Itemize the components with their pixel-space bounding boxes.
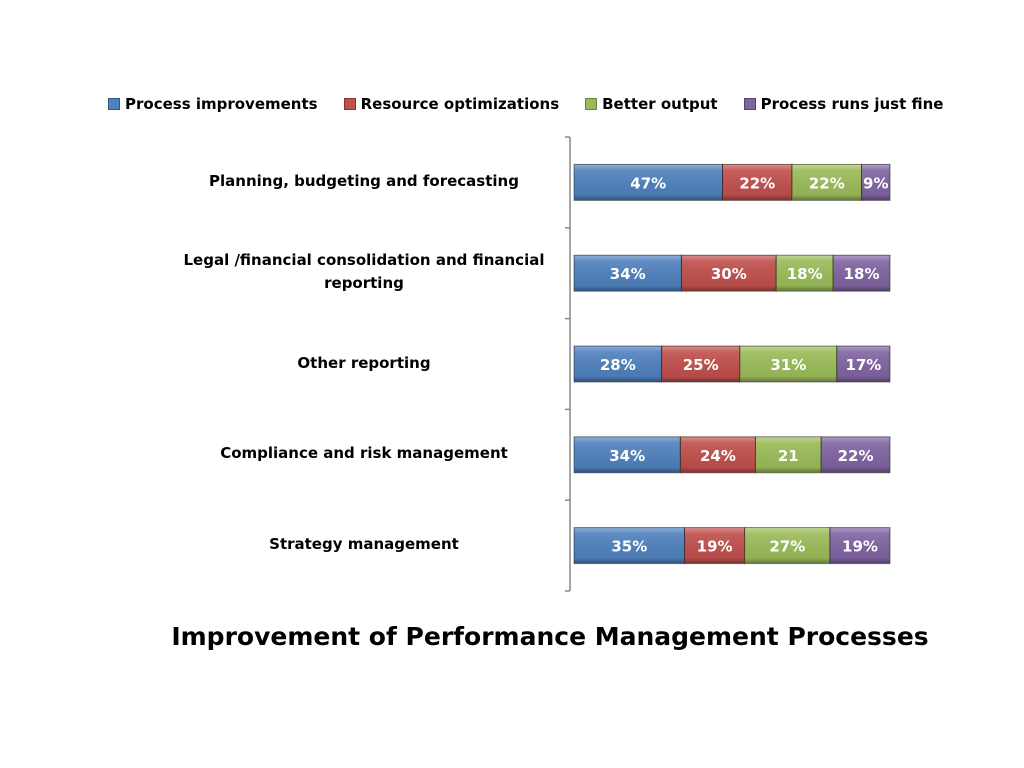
bar-segment-bevel <box>830 528 890 564</box>
data-label: 21 <box>778 447 799 465</box>
category-label: Other reporting <box>297 353 431 372</box>
data-label: 19% <box>697 538 733 556</box>
data-label: 27% <box>769 538 805 556</box>
bar-segment-bevel <box>740 346 837 382</box>
data-label: 24% <box>700 447 736 465</box>
data-label: 18% <box>844 265 880 283</box>
data-label: 30% <box>711 265 747 283</box>
legend-label: Process improvements <box>125 95 318 113</box>
data-label: 34% <box>609 447 645 465</box>
category-label: Legal /financial consolidation and finan… <box>183 251 545 293</box>
legend: Process improvements Resource optimizatio… <box>108 95 969 113</box>
legend-item: Process runs just fine <box>743 95 944 113</box>
bar-segment-bevel <box>574 346 662 382</box>
legend-label: Process runs just fine <box>760 95 944 113</box>
data-label: 22% <box>809 174 845 192</box>
bar-segment-bevel <box>792 164 862 200</box>
bar-segment-bevel <box>723 164 792 200</box>
data-label: 35% <box>611 538 647 556</box>
legend-swatch <box>108 98 120 110</box>
data-label: 47% <box>630 174 666 192</box>
bar-segment-bevel <box>662 346 740 382</box>
legend-item: Resource optimizations <box>343 95 560 113</box>
bar-segment-bevel <box>680 437 755 473</box>
data-label: 28% <box>600 356 636 374</box>
bar-segment-bevel <box>745 528 830 564</box>
data-label: 34% <box>610 265 646 283</box>
bar-segment-bevel <box>833 255 890 291</box>
data-label: 19% <box>842 538 878 556</box>
data-label: 31% <box>770 356 806 374</box>
data-label: 17% <box>845 356 881 374</box>
bar-segment-bevel <box>776 255 833 291</box>
chart-title: Improvement of Performance Management Pr… <box>171 622 929 651</box>
category-label: Planning, budgeting and forecasting <box>209 171 519 190</box>
legend-item: Process improvements <box>108 95 318 113</box>
data-label: 25% <box>683 356 719 374</box>
bar-segment-bevel <box>837 346 890 382</box>
data-label: 18% <box>787 265 823 283</box>
data-label: 9% <box>863 174 888 192</box>
bar-segment-bevel <box>574 164 723 200</box>
bar-segment-bevel <box>755 437 821 473</box>
legend-label: Resource optimizations <box>360 95 560 113</box>
category-label: Compliance and risk management <box>220 444 508 463</box>
bar-segment-bevel <box>574 255 681 291</box>
bar-segment-bevel <box>681 255 776 291</box>
bar-segment-bevel <box>685 528 745 564</box>
legend-label: Better output <box>602 95 718 113</box>
bar-segment-bevel <box>574 437 680 473</box>
bar-segment-bevel <box>821 437 890 473</box>
legend-swatch <box>743 98 756 110</box>
legend-swatch <box>343 98 356 110</box>
legend-item: Better output <box>585 95 718 113</box>
data-label: 22% <box>838 447 874 465</box>
category-label: Strategy management <box>269 535 459 554</box>
bar-segment-bevel <box>574 528 685 564</box>
legend-swatch <box>585 98 598 110</box>
data-label: 22% <box>739 174 775 192</box>
bar-segment-bevel <box>862 164 890 200</box>
